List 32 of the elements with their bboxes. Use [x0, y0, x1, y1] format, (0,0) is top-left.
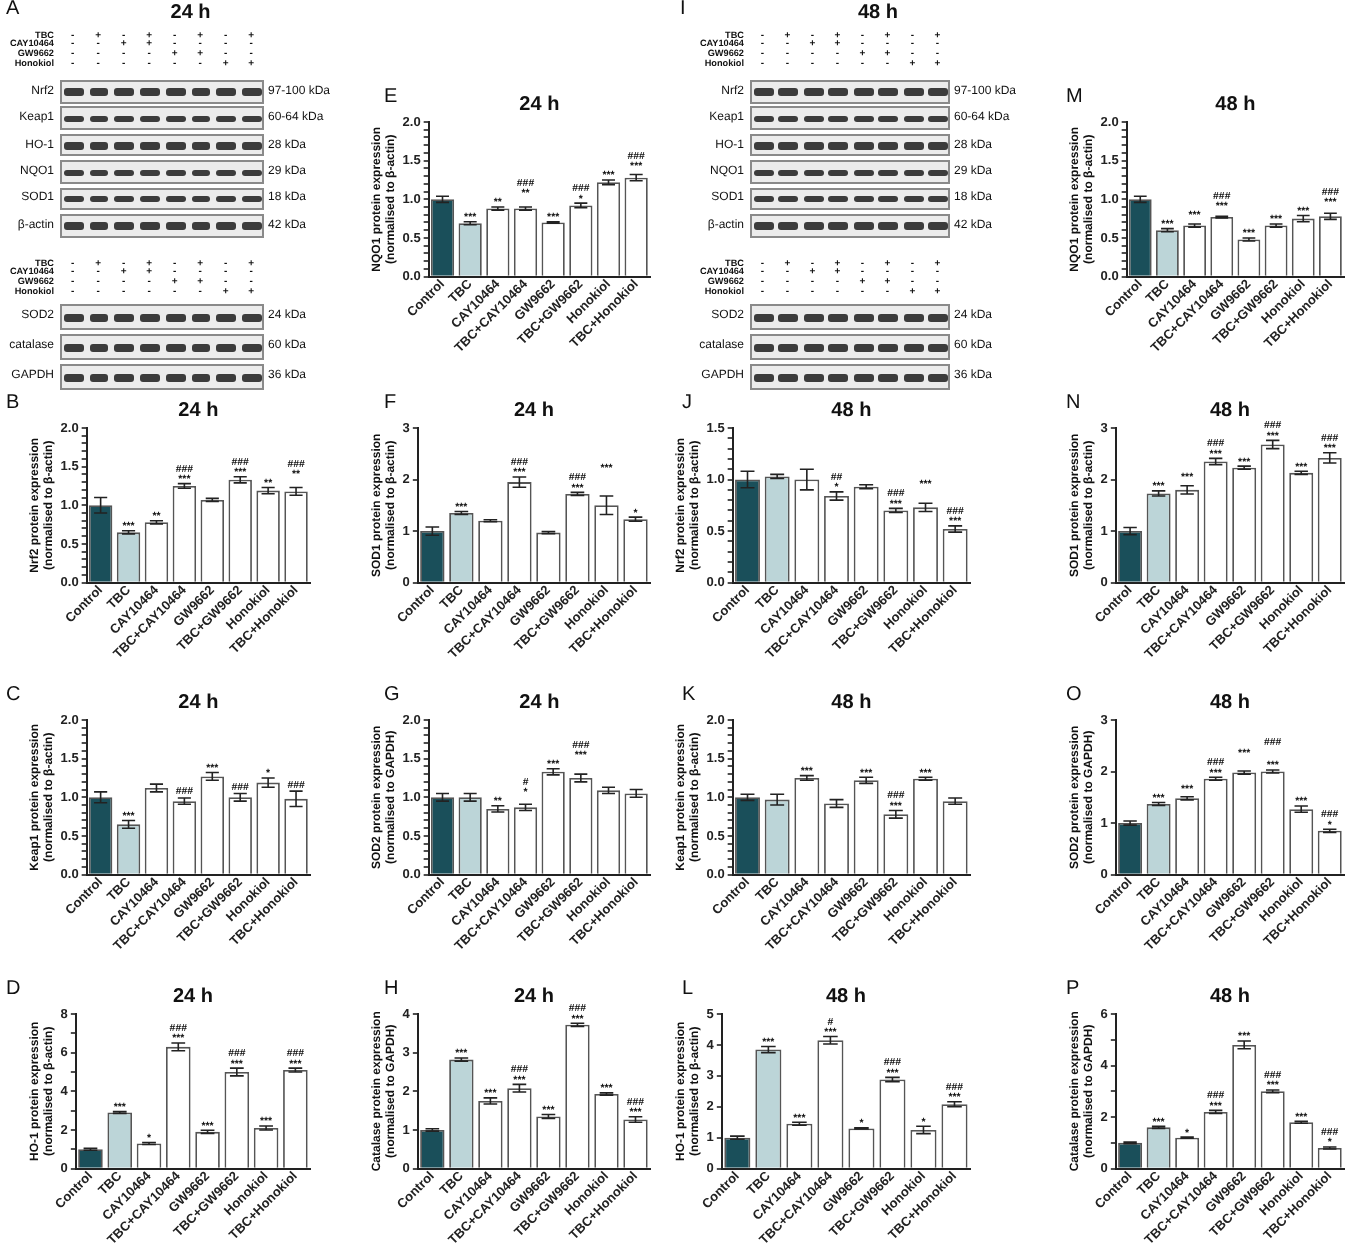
chart-title: 24 h — [519, 93, 560, 116]
text: F — [384, 392, 397, 414]
text: E — [384, 86, 398, 108]
chart-title: 48 h — [1209, 985, 1250, 1008]
text: I — [680, 0, 686, 20]
text: 48 h — [857, 2, 899, 24]
chart-title: 48 h — [831, 691, 872, 714]
text: N — [1066, 392, 1081, 414]
text: P — [1066, 978, 1080, 1000]
text: J — [682, 392, 692, 414]
text: A — [6, 0, 20, 20]
chart-title: 24 h — [513, 399, 554, 422]
text: K — [682, 684, 696, 706]
chart-title: 48 h — [831, 399, 872, 422]
text: D — [6, 978, 21, 1000]
chart-title: 24 h — [172, 985, 213, 1008]
text: B — [6, 392, 20, 414]
chart-title: 24 h — [519, 691, 560, 714]
text: H — [384, 978, 399, 1000]
chart-title: 48 h — [1209, 399, 1250, 422]
text: 24 h — [170, 2, 211, 24]
text: M — [1066, 86, 1083, 108]
chart-title: 24 h — [513, 985, 554, 1008]
text: L — [682, 978, 694, 1000]
chart-title: 24 h — [178, 399, 219, 422]
text: O — [1066, 684, 1082, 706]
chart-title: 48 h — [1215, 93, 1256, 116]
chart-title: 24 h — [178, 691, 219, 714]
chart-title: 48 h — [1209, 691, 1250, 714]
chart-title: 48 h — [825, 985, 866, 1008]
text: C — [6, 684, 21, 706]
text: G — [384, 684, 400, 706]
